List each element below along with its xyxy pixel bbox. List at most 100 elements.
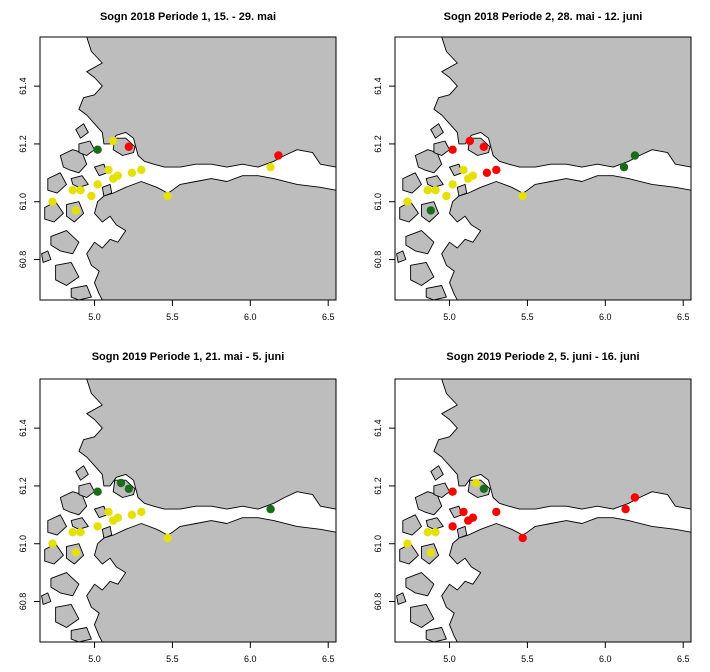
land-polygon xyxy=(70,285,92,300)
site-marker-green xyxy=(630,151,640,160)
land-polygon xyxy=(433,140,450,156)
map-frame xyxy=(394,378,692,643)
land-polygon xyxy=(59,149,88,174)
site-marker-yellow xyxy=(127,168,137,177)
site-marker-green xyxy=(479,484,488,493)
y-tick-label: 61.2 xyxy=(373,477,383,495)
site-marker-yellow xyxy=(403,197,412,206)
panel-title: Sogn 2018 Periode 2, 28. mai - 12. juni xyxy=(444,11,643,23)
site-marker-red xyxy=(274,151,283,160)
y-tick-label: 60.8 xyxy=(373,251,383,269)
y-tick-label: 61.2 xyxy=(18,477,28,495)
x-tick-label: 5.0 xyxy=(88,312,101,322)
land-polygon xyxy=(433,379,691,510)
land-polygon xyxy=(50,572,80,597)
site-marker-red xyxy=(621,504,630,514)
land-polygon xyxy=(101,183,113,197)
site-marker-yellow xyxy=(87,191,96,201)
map-panel-2018-period-2: Sogn 2018 Periode 2, 28. mai - 12. juni … xyxy=(355,0,710,336)
land-polygon xyxy=(410,603,435,628)
land-polygon xyxy=(410,261,435,286)
land-polygon xyxy=(414,149,443,174)
y-tick-label: 61.4 xyxy=(373,419,383,437)
site-marker-yellow xyxy=(459,165,468,175)
site-marker-yellow xyxy=(127,510,137,519)
land-polygon xyxy=(50,230,80,255)
site-marker-red xyxy=(459,507,468,517)
site-marker-yellow xyxy=(71,548,81,557)
site-marker-yellow xyxy=(113,171,123,180)
site-marker-yellow xyxy=(448,180,457,189)
site-marker-yellow xyxy=(76,528,85,537)
site-marker-green xyxy=(116,478,126,488)
land-polygon xyxy=(433,37,691,168)
x-tick-label: 5.5 xyxy=(166,312,179,322)
site-marker-red xyxy=(448,487,457,496)
x-tick-label: 6.5 xyxy=(322,654,335,664)
y-tick-label: 61.0 xyxy=(18,193,28,211)
site-marker-red xyxy=(124,142,133,151)
x-tick-label: 6.5 xyxy=(322,312,335,322)
site-marker-yellow xyxy=(431,186,440,195)
land-polygon xyxy=(396,250,407,263)
x-tick-label: 6.0 xyxy=(599,312,612,322)
site-marker-green xyxy=(619,162,629,172)
map-frame xyxy=(39,36,337,301)
map-svg: Sogn 2019 Periode 1, 21. mai - 5. juni 5… xyxy=(18,351,337,664)
site-marker-red xyxy=(448,145,457,154)
x-tick-label: 6.5 xyxy=(677,654,690,664)
y-tick-label: 61.4 xyxy=(373,77,383,95)
land-polygon xyxy=(425,627,447,642)
site-marker-yellow xyxy=(113,513,123,522)
y-tick-label: 61.4 xyxy=(18,77,28,95)
map-frame xyxy=(39,378,337,643)
panel-title: Sogn 2019 Periode 1, 21. mai - 5. juni xyxy=(92,351,285,363)
site-marker-yellow xyxy=(471,478,481,488)
x-tick-label: 6.5 xyxy=(677,312,690,322)
y-tick-label: 61.2 xyxy=(18,135,28,153)
site-marker-green xyxy=(266,504,275,514)
land-polygon xyxy=(70,517,89,530)
land-polygon xyxy=(47,514,67,536)
land-polygon xyxy=(456,183,468,197)
y-tick-label: 61.0 xyxy=(373,535,383,553)
map-svg: Sogn 2019 Periode 2, 5. juni - 16. juni … xyxy=(373,351,692,664)
site-marker-green xyxy=(426,206,435,215)
site-marker-yellow xyxy=(48,197,57,206)
site-marker-yellow xyxy=(109,136,118,146)
site-marker-yellow xyxy=(163,533,172,543)
site-marker-yellow xyxy=(431,528,440,537)
x-tick-label: 6.0 xyxy=(599,654,612,664)
site-marker-yellow xyxy=(518,191,527,201)
y-tick-label: 61.2 xyxy=(373,135,383,153)
land-polygon xyxy=(396,592,407,605)
land-polygon xyxy=(430,123,444,139)
x-tick-label: 5.5 xyxy=(521,654,534,664)
site-marker-yellow xyxy=(163,191,172,201)
land-polygon xyxy=(78,140,95,156)
land-polygon xyxy=(78,482,95,498)
site-marker-yellow xyxy=(468,171,478,180)
y-tick-label: 61.0 xyxy=(373,193,383,211)
site-marker-green xyxy=(124,484,133,493)
land-polygon xyxy=(70,175,89,188)
site-marker-green xyxy=(93,487,102,496)
site-marker-red xyxy=(465,136,474,146)
site-marker-yellow xyxy=(403,539,412,548)
land-polygon xyxy=(405,230,435,255)
land-polygon xyxy=(75,465,89,481)
site-marker-yellow xyxy=(104,165,113,175)
land-polygon xyxy=(425,517,444,530)
land-polygon xyxy=(86,175,336,300)
land-layer xyxy=(396,37,691,300)
panel-title: Sogn 2019 Periode 2, 5. juni - 16. juni xyxy=(446,351,639,363)
site-marker-red xyxy=(482,168,492,177)
land-polygon xyxy=(425,285,447,300)
land-layer xyxy=(41,37,336,300)
site-marker-yellow xyxy=(442,191,451,201)
x-tick-label: 5.0 xyxy=(88,654,101,664)
land-polygon xyxy=(430,465,444,481)
site-marker-red xyxy=(630,493,640,502)
land-polygon xyxy=(402,172,422,194)
land-polygon xyxy=(425,175,444,188)
